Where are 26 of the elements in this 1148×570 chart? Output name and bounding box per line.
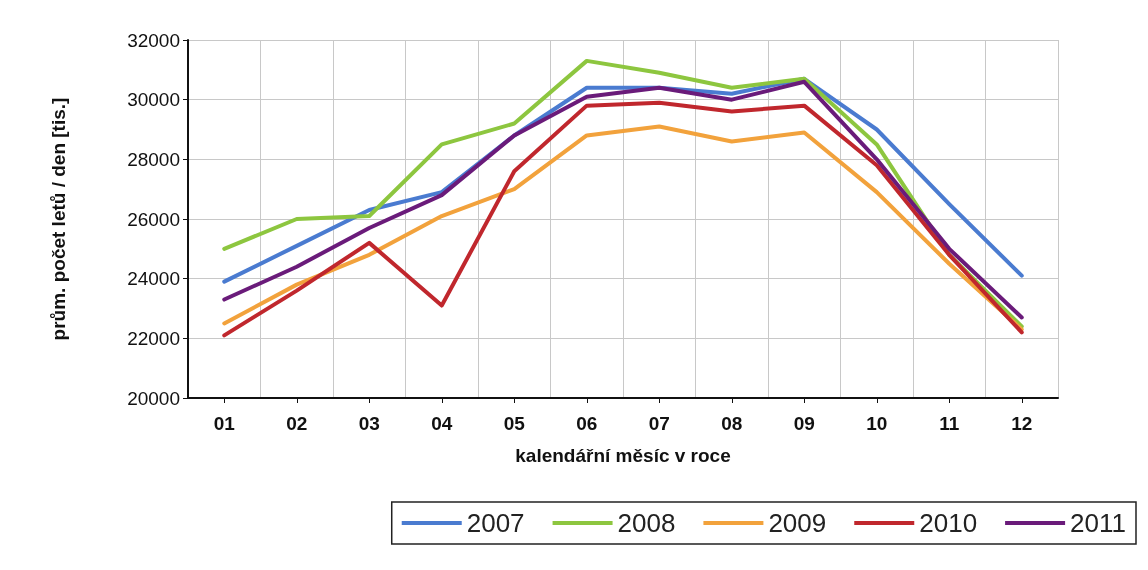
legend-label: 2008 [617, 508, 676, 538]
legend-label: 2010 [919, 508, 978, 538]
x-tick-label: 10 [866, 413, 888, 434]
legend-label: 2007 [466, 508, 525, 538]
x-tick-label: 08 [721, 413, 743, 434]
x-tick-label: 04 [431, 413, 453, 434]
legend-label: 2009 [768, 508, 827, 538]
x-tick-label: 11 [939, 413, 960, 434]
x-tick-label: 03 [358, 413, 380, 434]
y-tick-label: 32000 [127, 29, 180, 51]
x-tick-label: 06 [576, 413, 598, 434]
x-axis-title: kalendářní měsíc v roce [515, 445, 731, 466]
y-axis-title: prům. počet letů / den [tis.] [48, 97, 69, 341]
y-tick-label: 24000 [127, 268, 180, 290]
x-tick-label: 12 [1011, 413, 1033, 434]
y-tick-label: 28000 [127, 148, 180, 170]
x-tick-label: 07 [648, 413, 670, 434]
y-tick-label: 30000 [127, 89, 180, 111]
x-tick-label: 09 [793, 413, 815, 434]
y-tick-label: 26000 [127, 208, 180, 230]
x-tick-label: 02 [286, 413, 308, 434]
legend-label: 2011 [1070, 508, 1127, 538]
x-tick-label: 05 [503, 413, 526, 434]
y-tick-label: 22000 [127, 327, 180, 349]
x-tick-label: 01 [213, 413, 236, 434]
y-tick-label: 20000 [127, 387, 180, 409]
